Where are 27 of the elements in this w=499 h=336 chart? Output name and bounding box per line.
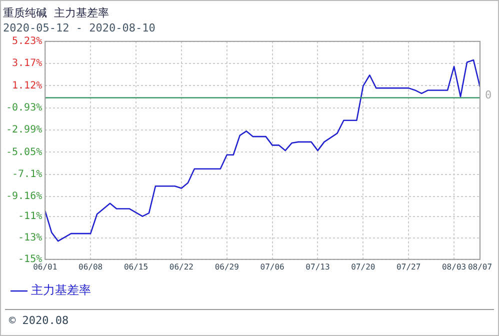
x-tick-label: 06/08 bbox=[78, 262, 103, 272]
y-tick-label: -11% bbox=[18, 210, 42, 222]
y-tick-label: -15% bbox=[18, 254, 42, 265]
y-tick-label: -2.99% bbox=[6, 124, 42, 136]
x-tick-label: 06/01 bbox=[33, 262, 58, 272]
ref-line-label: 0 bbox=[485, 88, 492, 102]
y-tick-label: 3.17% bbox=[12, 58, 42, 70]
x-tick-label: 07/06 bbox=[260, 262, 285, 272]
y-tick-label: 1.12% bbox=[12, 80, 42, 92]
y-tick-label: -13% bbox=[18, 232, 42, 244]
x-tick-label: 06/29 bbox=[214, 262, 240, 272]
x-tick-label: 08/07 bbox=[468, 262, 492, 272]
x-tick-label: 06/15 bbox=[124, 262, 148, 272]
x-tick-label: 07/20 bbox=[351, 262, 376, 272]
y-tick-label: -0.93% bbox=[6, 102, 42, 114]
x-tick-label: 07/13 bbox=[306, 262, 330, 272]
text: © 2020.08 bbox=[5, 309, 494, 331]
y-tick-label: 5.23% bbox=[12, 36, 42, 47]
y-tick-label: -9.16% bbox=[6, 191, 42, 202]
x-tick-label: 08/03 bbox=[442, 262, 466, 272]
y-tick-label: -5.05% bbox=[6, 146, 42, 158]
chart-title: 重质纯碱 主力基差率 bbox=[3, 6, 109, 20]
x-tick-label: 07/27 bbox=[396, 262, 421, 272]
y-tick-label: -7.1% bbox=[12, 168, 42, 180]
x-tick-label: 06/22 bbox=[169, 262, 194, 272]
chart-subtitle: 2020-05-12 - 2020-08-10 bbox=[3, 22, 156, 35]
legend-label: 主力基差率 bbox=[31, 283, 91, 298]
